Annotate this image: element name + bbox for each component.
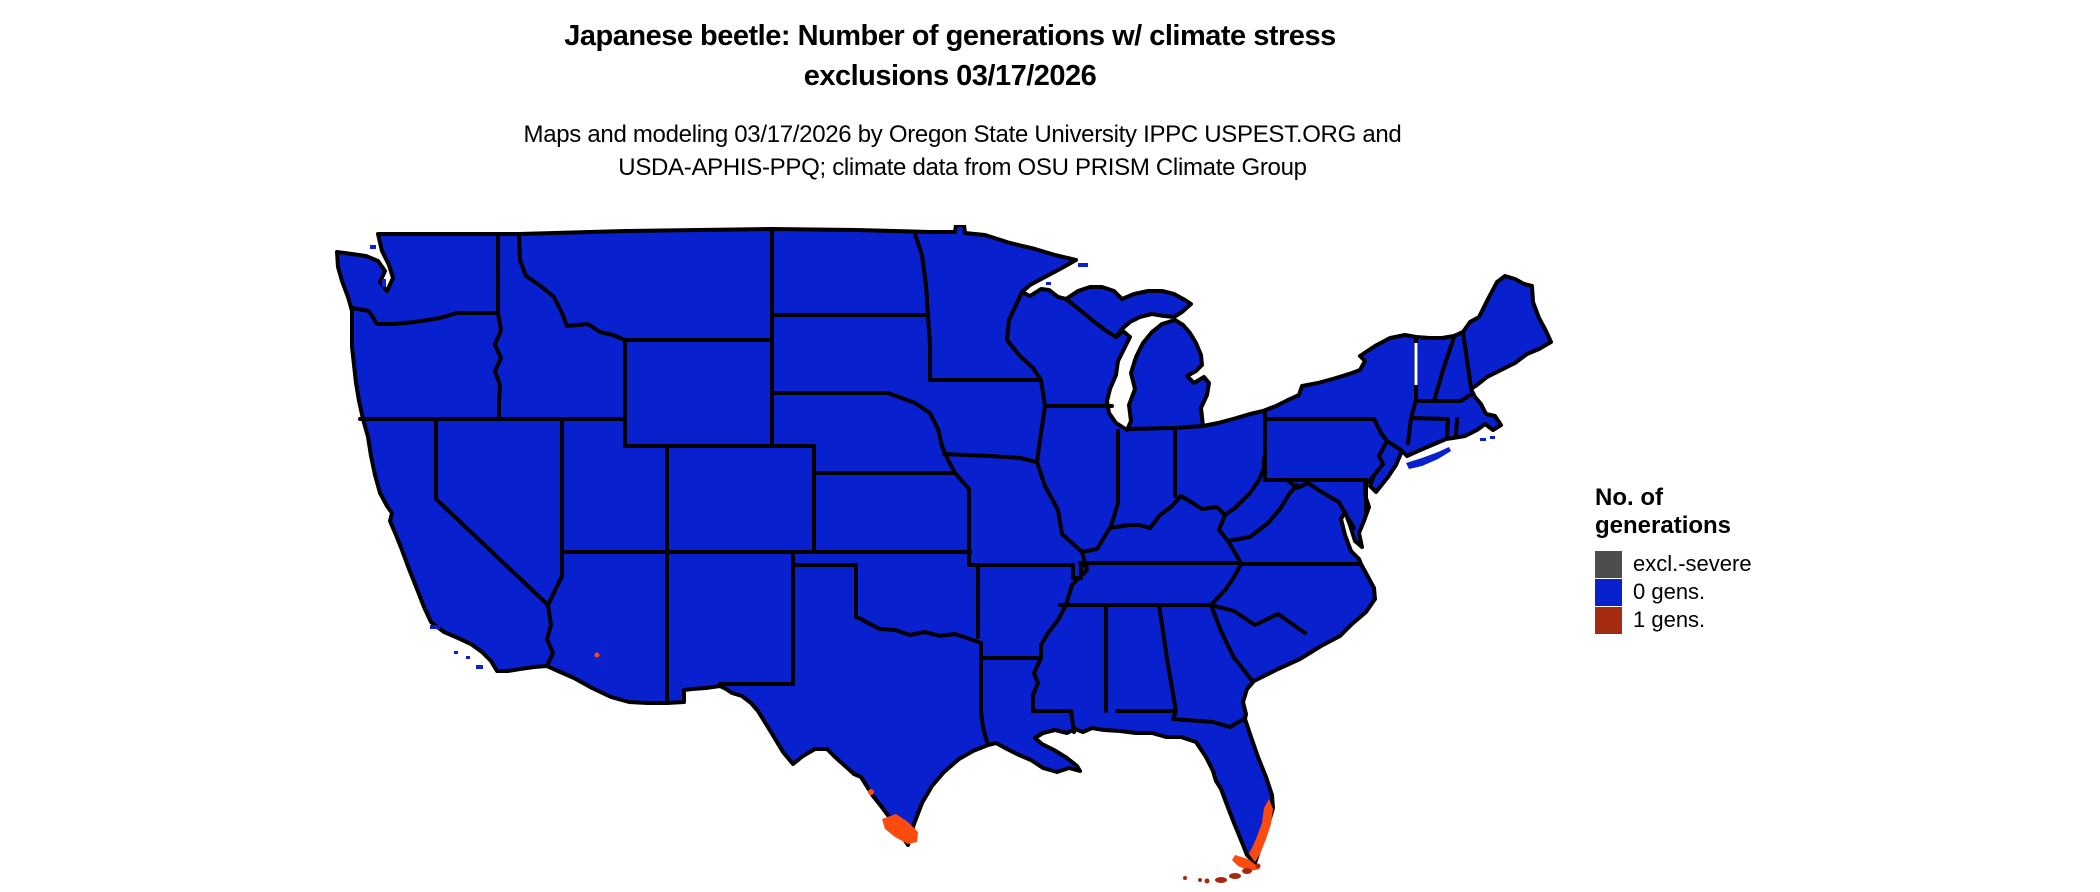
legend-item-0-gens: 0 gens. — [1595, 578, 1855, 606]
one-generation-orange-zones — [594, 652, 1273, 871]
florida-keys-dark-red — [1183, 863, 1261, 884]
legend-title-line1: No. of — [1595, 484, 1663, 511]
legend-title-line2: generations — [1595, 512, 1732, 539]
texas-tip-orange — [882, 814, 918, 844]
legend-label-0-gens: 0 gens. — [1633, 579, 1706, 604]
legend-swatch-1-gens — [1595, 606, 1622, 634]
legend-label-1-gens: 1 gens. — [1633, 607, 1706, 632]
legend: No. of generations excl.-severe 0 gens. … — [1595, 484, 1855, 634]
map-subtitle-line1: Maps and modeling 03/17/2026 by Oregon S… — [523, 121, 1402, 148]
florida-tip-orange — [1232, 855, 1260, 871]
map-subtitle: Maps and modeling 03/17/2026 by Oregon S… — [330, 118, 1595, 184]
island-specks — [370, 245, 1539, 669]
arizona-orange-dot — [594, 652, 600, 658]
map-subtitle-line2: USDA-APHIS-PPQ; climate data from OSU PR… — [618, 154, 1307, 181]
legend-item-1-gens: 1 gens. — [1595, 606, 1855, 634]
legend-swatch-excl-severe — [1595, 550, 1622, 578]
legend-items: excl.-severe 0 gens. 1 gens. — [1595, 550, 1855, 634]
page-title-line1: Japanese beetle: Number of generations w… — [564, 20, 1336, 52]
florida-southeast-orange — [1249, 799, 1273, 862]
us-generations-map — [330, 225, 1555, 885]
texas-coast-orange-dot — [868, 789, 874, 795]
legend-item-excl-severe: excl.-severe — [1595, 550, 1855, 578]
legend-swatch-0-gens — [1595, 578, 1622, 606]
us-map-svg — [335, 225, 1553, 884]
page-title: Japanese beetle: Number of generations w… — [350, 16, 1550, 96]
conus-outline — [335, 225, 1553, 865]
us-landmass — [335, 225, 1553, 865]
state-borders — [350, 227, 1473, 747]
page-title-line2: exclusions 03/17/2026 — [803, 60, 1097, 92]
legend-label-excl-severe: excl.-severe — [1633, 551, 1752, 576]
long-island — [1406, 447, 1451, 469]
legend-title: No. of generations — [1595, 484, 1855, 540]
